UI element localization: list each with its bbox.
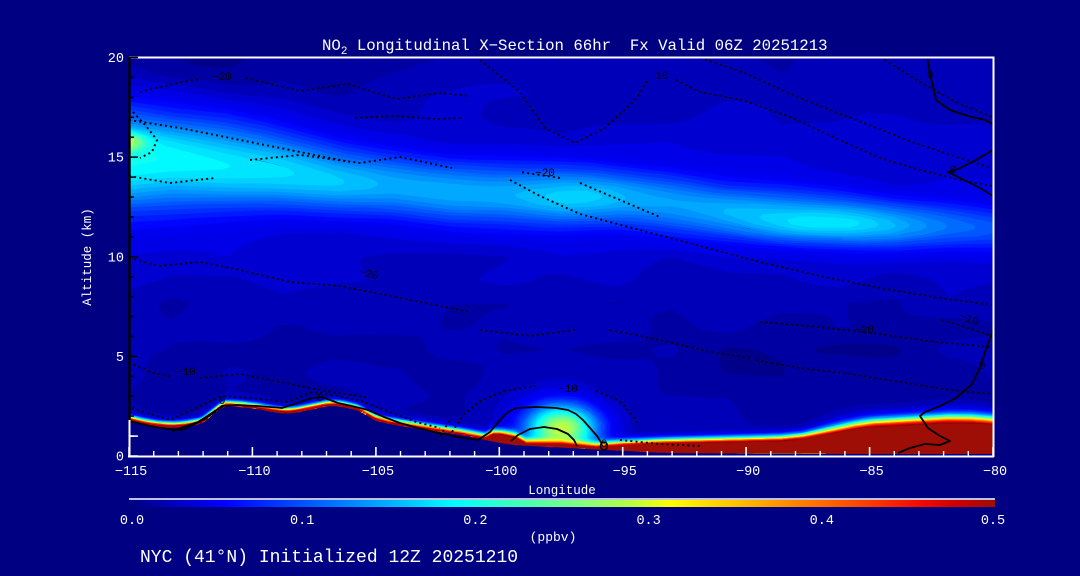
- svg-text:0.4: 0.4: [810, 514, 834, 529]
- svg-text:5: 5: [116, 351, 124, 366]
- svg-text:0: 0: [950, 165, 957, 177]
- svg-text:0: 0: [317, 393, 324, 405]
- svg-text:−20: −20: [212, 72, 232, 84]
- svg-text:NO2 Longitudinal X−Section 66h: NO2 Longitudinal X−Section 66hr Fx Valid…: [322, 37, 828, 58]
- svg-text:Longitude: Longitude: [528, 484, 596, 498]
- svg-text:0.3: 0.3: [636, 514, 660, 529]
- svg-text:10: 10: [108, 251, 124, 266]
- svg-text:Altitude (km): Altitude (km): [81, 208, 95, 306]
- svg-text:−10: −10: [558, 384, 578, 396]
- svg-text:−20: −20: [357, 267, 379, 283]
- svg-text:(ppbv): (ppbv): [530, 530, 577, 545]
- svg-text:−85: −85: [859, 465, 883, 480]
- svg-text:15: 15: [108, 152, 124, 167]
- svg-text:NYC (41°N) Initialized 12Z 202: NYC (41°N) Initialized 12Z 20251210: [140, 548, 518, 568]
- svg-text:0: 0: [979, 361, 986, 373]
- svg-text:−20: −20: [535, 168, 555, 180]
- svg-text:−80: −80: [983, 465, 1007, 480]
- svg-text:10: 10: [655, 71, 668, 83]
- svg-text:0.1: 0.1: [290, 514, 314, 529]
- svg-text:0.0: 0.0: [120, 514, 144, 529]
- svg-text:−100: −100: [485, 465, 517, 480]
- svg-text:−90: −90: [736, 465, 760, 480]
- svg-text:0: 0: [601, 439, 608, 451]
- svg-text:20: 20: [108, 52, 124, 67]
- svg-text:−115: −115: [115, 465, 147, 480]
- svg-text:0: 0: [927, 70, 934, 82]
- svg-text:−105: −105: [362, 465, 394, 480]
- svg-text:0.5: 0.5: [981, 514, 1005, 529]
- svg-text:0: 0: [219, 396, 226, 408]
- svg-text:−95: −95: [613, 465, 637, 480]
- svg-text:−20: −20: [854, 325, 874, 337]
- svg-text:−10: −10: [176, 367, 196, 379]
- svg-text:−110: −110: [238, 465, 270, 480]
- svg-text:0: 0: [116, 451, 124, 466]
- svg-text:0.2: 0.2: [463, 514, 487, 529]
